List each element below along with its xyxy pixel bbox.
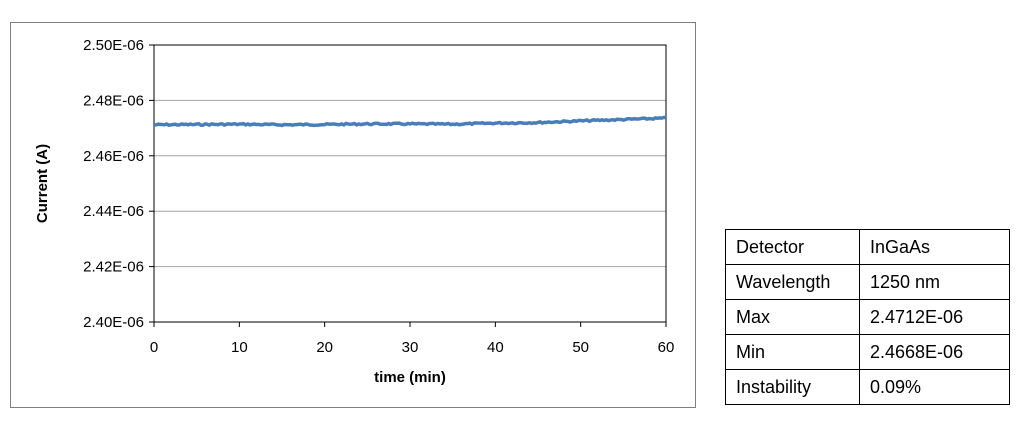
- table-row: Min 2.4668E-06: [725, 334, 1010, 370]
- y-axis-title: Current (A): [34, 144, 51, 223]
- line-chart: 2.40E-06 2.42E-06 2.44E-06 2.46E-06 2.48E-06…: [34, 37, 675, 386]
- detector-info-table: Detector InGaAs Wavelength 1250 nm Max 2.4712…: [725, 229, 1010, 405]
- table-value-cell: 0.09%: [859, 369, 1010, 405]
- table-label-cell: Wavelength: [725, 264, 860, 300]
- table-label-cell: Max: [725, 299, 860, 335]
- x-tick-label: 60: [658, 339, 675, 356]
- table-label-cell: Detector: [725, 229, 860, 265]
- series-line: [153, 115, 667, 128]
- x-tick-label: 20: [316, 339, 333, 356]
- table-value-cell: 1250 nm: [859, 264, 1010, 300]
- y-tick-label: 2.46E-06: [83, 148, 144, 165]
- table-value-cell: InGaAs: [859, 229, 1010, 265]
- plot-area-border: [153, 44, 667, 323]
- table-row: Instability 0.09%: [725, 369, 1010, 405]
- x-tick-label: 30: [402, 339, 419, 356]
- table-label-cell: Instability: [725, 369, 860, 405]
- chart-frame: 2.40E-06 2.42E-06 2.44E-06 2.46E-06 2.48E-06…: [10, 22, 696, 408]
- table-row: Max 2.4712E-06: [725, 299, 1010, 335]
- table-row: Detector InGaAs: [725, 229, 1010, 265]
- x-tick-label: 10: [231, 339, 248, 356]
- x-tick-label: 40: [487, 339, 504, 356]
- y-tick-label: 2.44E-06: [83, 203, 144, 220]
- table-label-cell: Min: [725, 334, 860, 370]
- y-tick-label: 2.40E-06: [83, 314, 144, 331]
- table-value-cell: 2.4668E-06: [859, 334, 1010, 370]
- x-tick-label: 50: [572, 339, 589, 356]
- y-tick-label: 2.50E-06: [83, 37, 144, 54]
- y-tick-label: 2.48E-06: [83, 92, 144, 109]
- y-tick-label: 2.42E-06: [83, 259, 144, 276]
- table-value-cell: 2.4712E-06: [859, 299, 1010, 335]
- x-axis-title: time (min): [374, 369, 446, 386]
- table-row: Wavelength 1250 nm: [725, 264, 1010, 300]
- x-tick-label: 0: [150, 339, 158, 356]
